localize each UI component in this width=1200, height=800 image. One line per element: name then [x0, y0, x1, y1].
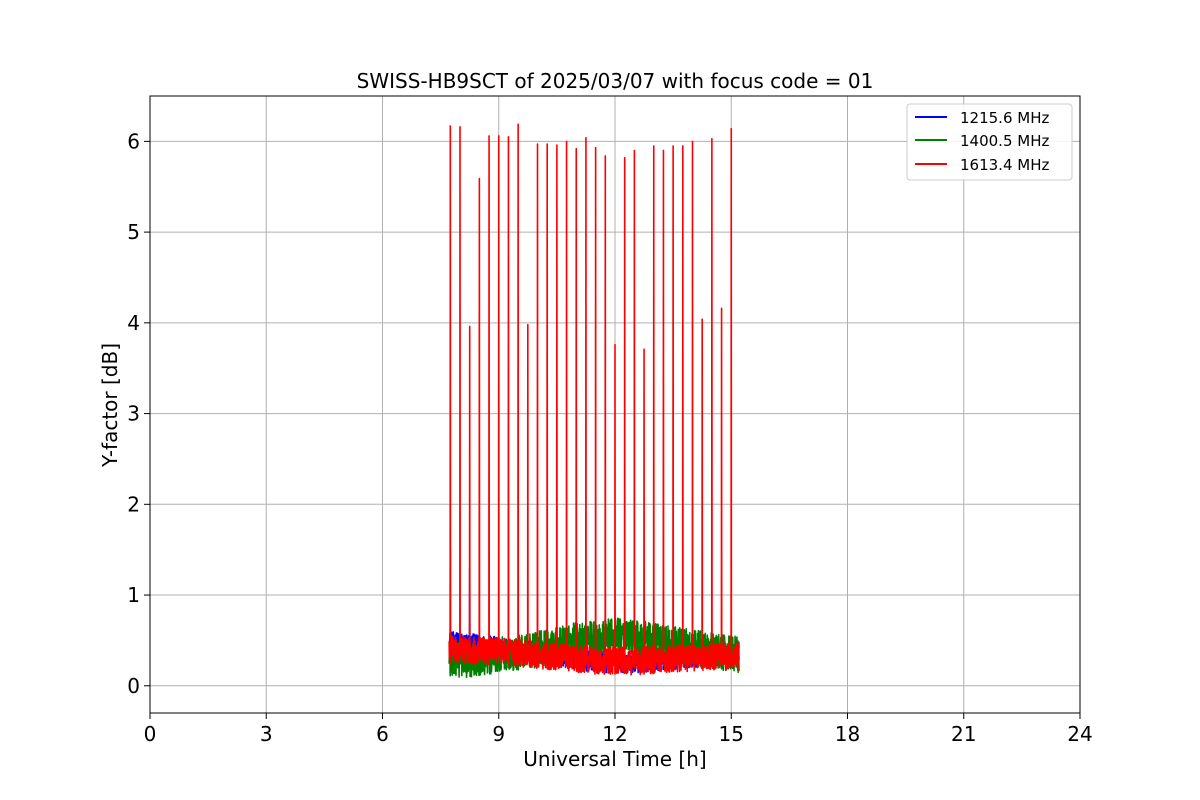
x-tick-label: 24 — [1067, 722, 1092, 746]
x-tick-label: 6 — [376, 722, 389, 746]
legend: 1215.6 MHz 1400.5 MHz 1613.4 MHz — [906, 103, 1073, 181]
y-tick-label: 3 — [127, 402, 140, 426]
series-2 — [448, 123, 740, 676]
y-tick-label: 2 — [127, 492, 140, 516]
x-axis-ticks: 0 3 6 9 12 15 18 21 24 — [144, 713, 1093, 746]
legend-label-1613: 1613.4 MHz — [960, 156, 1049, 174]
x-axis-label: Universal Time [h] — [523, 747, 706, 771]
legend-label-1400: 1400.5 MHz — [960, 132, 1049, 150]
y-tick-label: 5 — [127, 220, 140, 244]
chart-title: SWISS-HB9SCT of 2025/03/07 with focus co… — [357, 69, 874, 93]
x-tick-label: 9 — [492, 722, 505, 746]
y-axis-ticks: 0 1 2 3 4 5 6 — [127, 129, 150, 698]
x-tick-label: 15 — [719, 722, 744, 746]
legend-label-1215: 1215.6 MHz — [960, 109, 1049, 127]
series-line-2 — [448, 123, 740, 676]
y-tick-label: 4 — [127, 311, 140, 335]
y-axis-label: Y-factor [dB] — [98, 343, 122, 468]
y-tick-label: 6 — [127, 129, 140, 153]
y-tick-label: 0 — [127, 674, 140, 698]
series-layer — [448, 123, 740, 679]
x-tick-label: 21 — [951, 722, 976, 746]
x-tick-label: 3 — [260, 722, 273, 746]
x-tick-label: 18 — [835, 722, 860, 746]
x-tick-label: 0 — [144, 722, 157, 746]
legend-box — [906, 103, 1073, 181]
x-tick-label: 12 — [602, 722, 627, 746]
y-tick-label: 1 — [127, 583, 140, 607]
